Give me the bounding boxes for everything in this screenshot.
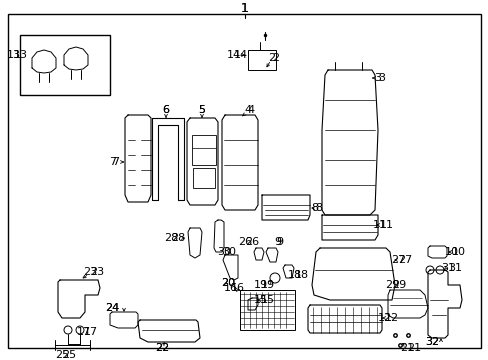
Bar [247, 50, 275, 70]
Text: 22: 22 [155, 343, 169, 353]
Bar [20, 35, 110, 95]
Text: 20: 20 [221, 278, 235, 288]
Text: 30: 30 [217, 247, 230, 257]
Text: 29: 29 [384, 280, 398, 290]
Text: 26: 26 [244, 237, 259, 247]
Text: 23: 23 [83, 267, 97, 277]
Text: 30: 30 [222, 247, 236, 257]
Text: 10: 10 [451, 247, 465, 257]
Text: 17: 17 [77, 327, 91, 337]
Text: 4: 4 [246, 105, 254, 115]
Text: 20: 20 [221, 278, 235, 288]
Text: 9: 9 [274, 237, 281, 247]
Text: 15: 15 [261, 295, 274, 305]
Text: 7: 7 [109, 157, 116, 167]
Text: 25: 25 [55, 350, 69, 360]
Text: 21: 21 [406, 343, 420, 353]
Text: 31: 31 [440, 263, 454, 273]
Text: 13: 13 [7, 50, 21, 60]
Text: 9: 9 [275, 237, 283, 247]
Text: 25: 25 [62, 350, 76, 360]
Text: 2: 2 [268, 53, 275, 63]
Text: 16: 16 [230, 283, 244, 293]
Text: 6: 6 [162, 105, 169, 115]
Text: 26: 26 [237, 237, 251, 247]
Bar [193, 168, 215, 188]
Text: 12: 12 [384, 313, 398, 323]
Bar [240, 290, 294, 330]
Text: 24: 24 [104, 303, 119, 313]
Text: 18: 18 [287, 270, 302, 280]
Text: 11: 11 [379, 220, 393, 230]
Text: 2: 2 [271, 53, 279, 63]
Text: 6: 6 [162, 105, 169, 115]
Text: 28: 28 [170, 233, 185, 243]
Text: 23: 23 [90, 267, 104, 277]
Text: 7: 7 [112, 157, 120, 167]
Text: 24: 24 [104, 303, 119, 313]
Text: 16: 16 [224, 283, 238, 293]
Text: 19: 19 [253, 280, 267, 290]
Bar [192, 135, 216, 165]
Text: 21: 21 [399, 343, 413, 353]
Text: 12: 12 [377, 313, 391, 323]
Text: 29: 29 [391, 280, 406, 290]
Text: 32: 32 [424, 337, 438, 347]
Text: 3: 3 [374, 73, 381, 83]
Text: 11: 11 [372, 220, 386, 230]
Text: 27: 27 [390, 255, 404, 265]
Text: 13: 13 [14, 50, 28, 60]
Text: 8: 8 [311, 203, 318, 213]
Text: 32: 32 [424, 337, 438, 347]
Text: 1: 1 [241, 1, 248, 14]
Text: 14: 14 [226, 50, 241, 60]
Text: 10: 10 [444, 247, 458, 257]
Text: 31: 31 [447, 263, 461, 273]
Text: 4: 4 [244, 105, 251, 115]
Text: 19: 19 [261, 280, 274, 290]
Text: 15: 15 [253, 295, 267, 305]
Text: 22: 22 [155, 343, 169, 353]
Text: 8: 8 [314, 203, 322, 213]
Text: 5: 5 [198, 105, 205, 115]
Text: 27: 27 [397, 255, 411, 265]
Text: 18: 18 [294, 270, 308, 280]
Text: 17: 17 [84, 327, 98, 337]
Text: 5: 5 [198, 105, 205, 115]
Text: 14: 14 [233, 50, 247, 60]
Text: 28: 28 [163, 233, 178, 243]
Text: 1: 1 [241, 1, 248, 14]
Text: 3: 3 [377, 73, 384, 83]
